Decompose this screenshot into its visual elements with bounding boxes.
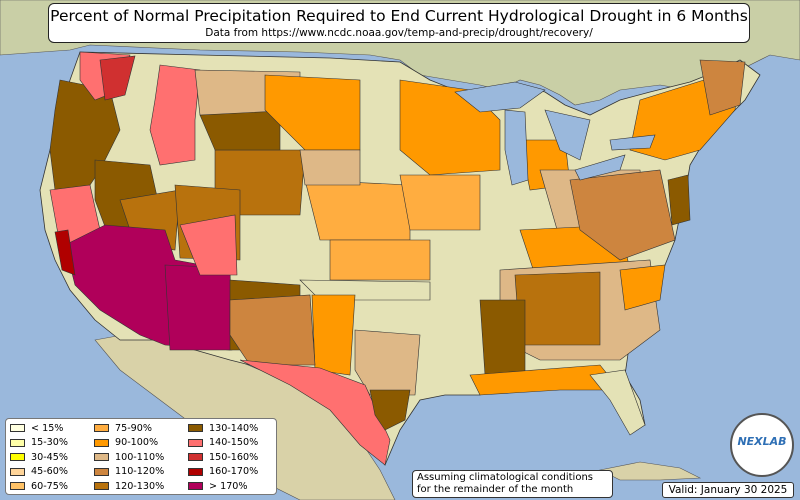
legend-item: > 170% <box>188 479 248 493</box>
legend-item: 90-100% <box>94 436 158 450</box>
legend-label: 60-75% <box>31 480 68 492</box>
region-appalachia-brown <box>569 169 676 261</box>
region-plains-orange <box>304 179 411 241</box>
legend-label: 100-110% <box>115 451 165 463</box>
legend-swatch <box>10 424 25 432</box>
region-tennessee-brown <box>514 271 601 346</box>
map-subtitle: Data from https://www.ncdc.noaa.gov/temp… <box>205 27 593 39</box>
legend-item: < 15% <box>10 421 63 435</box>
legend-item: 45-60% <box>10 465 68 479</box>
legend-label: 75-90% <box>115 422 152 434</box>
region-coast-darkred <box>54 229 76 276</box>
lake-erie <box>574 154 626 181</box>
legend-item: 100-110% <box>94 450 164 464</box>
legend-swatch <box>188 482 203 490</box>
legend-label: 160-170% <box>209 466 259 477</box>
legend-swatch <box>94 482 109 490</box>
legend-swatch <box>188 453 203 461</box>
legend-label: 90-100% <box>115 437 159 448</box>
legend-item: 120-130% <box>94 479 164 493</box>
region-kansas-orange <box>329 239 431 281</box>
legend-label: 140-150% <box>209 437 259 448</box>
legend-swatch <box>10 467 25 476</box>
region-texas-red <box>239 359 391 466</box>
region-pnw-darkred <box>99 55 136 101</box>
region-newengland-brown <box>699 59 746 116</box>
legend-swatch <box>188 467 203 476</box>
nexlab-logo: NEXLAB <box>730 413 794 477</box>
region-carolinas-orange <box>619 264 666 311</box>
legend-item: 150-160% <box>188 450 258 464</box>
lake-superior <box>454 81 546 113</box>
legend-swatch <box>94 453 109 461</box>
region-southwest-magenta <box>164 264 233 351</box>
legend-label: 120-130% <box>115 480 165 492</box>
legend-label: > 170% <box>209 480 248 492</box>
legend-label: < 15% <box>31 422 64 434</box>
region-iowa-orange <box>399 174 481 231</box>
legend-label: 30-45% <box>31 451 68 463</box>
legend-swatch <box>10 453 25 461</box>
legend-swatch <box>10 438 25 447</box>
assumption-note: Assuming climatological conditions for t… <box>412 470 613 498</box>
legend-label: 15-30% <box>31 437 68 448</box>
legend-item: 15-30% <box>10 436 68 450</box>
legend-swatch <box>94 438 109 447</box>
legend-label: 150-160% <box>209 451 259 463</box>
region-gulf-orange <box>469 364 621 396</box>
legend-swatch <box>94 424 109 432</box>
valid-date: Valid: January 30 2025 <box>662 482 794 498</box>
title-box: Percent of Normal Precipitation Required… <box>48 3 750 43</box>
legend-swatch <box>10 482 25 490</box>
region-texas-brown <box>229 294 316 366</box>
lake-ontario <box>609 134 656 151</box>
legend: < 15% 15-30% 30-45% 45-60% 60-75% 75-90% 90-10… <box>5 418 277 495</box>
region-texas-coast-dark <box>369 389 411 431</box>
legend-item: 110-120% <box>94 465 164 479</box>
lake-michigan <box>504 109 529 186</box>
legend-label: 130-140% <box>209 422 259 434</box>
legend-swatch <box>188 424 203 432</box>
legend-label: 45-60% <box>31 466 68 477</box>
legend-item: 140-150% <box>188 436 258 450</box>
legend-item: 160-170% <box>188 465 258 479</box>
legend-label: 110-120% <box>115 466 165 477</box>
legend-item: 75-90% <box>94 421 152 435</box>
region-texas-panhandle-orange <box>311 294 356 376</box>
note-line-1: Assuming climatological conditions <box>417 472 593 483</box>
legend-item: 130-140% <box>188 421 258 435</box>
region-mississippi-dark <box>479 299 526 376</box>
region-plains-tan <box>299 149 361 186</box>
legend-item: 60-75% <box>10 479 68 493</box>
logo-text: NEXLAB <box>737 435 787 448</box>
note-line-2: for the remainder of the month <box>417 484 574 495</box>
region-nm-red <box>179 214 238 276</box>
legend-swatch <box>188 438 203 447</box>
legend-item: 30-45% <box>10 450 68 464</box>
cuba-land <box>599 461 702 481</box>
region-florida-light <box>589 369 646 436</box>
legend-swatch <box>94 467 109 476</box>
region-midatlantic-dark <box>667 174 691 226</box>
map-title: Percent of Normal Precipitation Required… <box>50 7 748 25</box>
lake-huron <box>544 109 591 161</box>
